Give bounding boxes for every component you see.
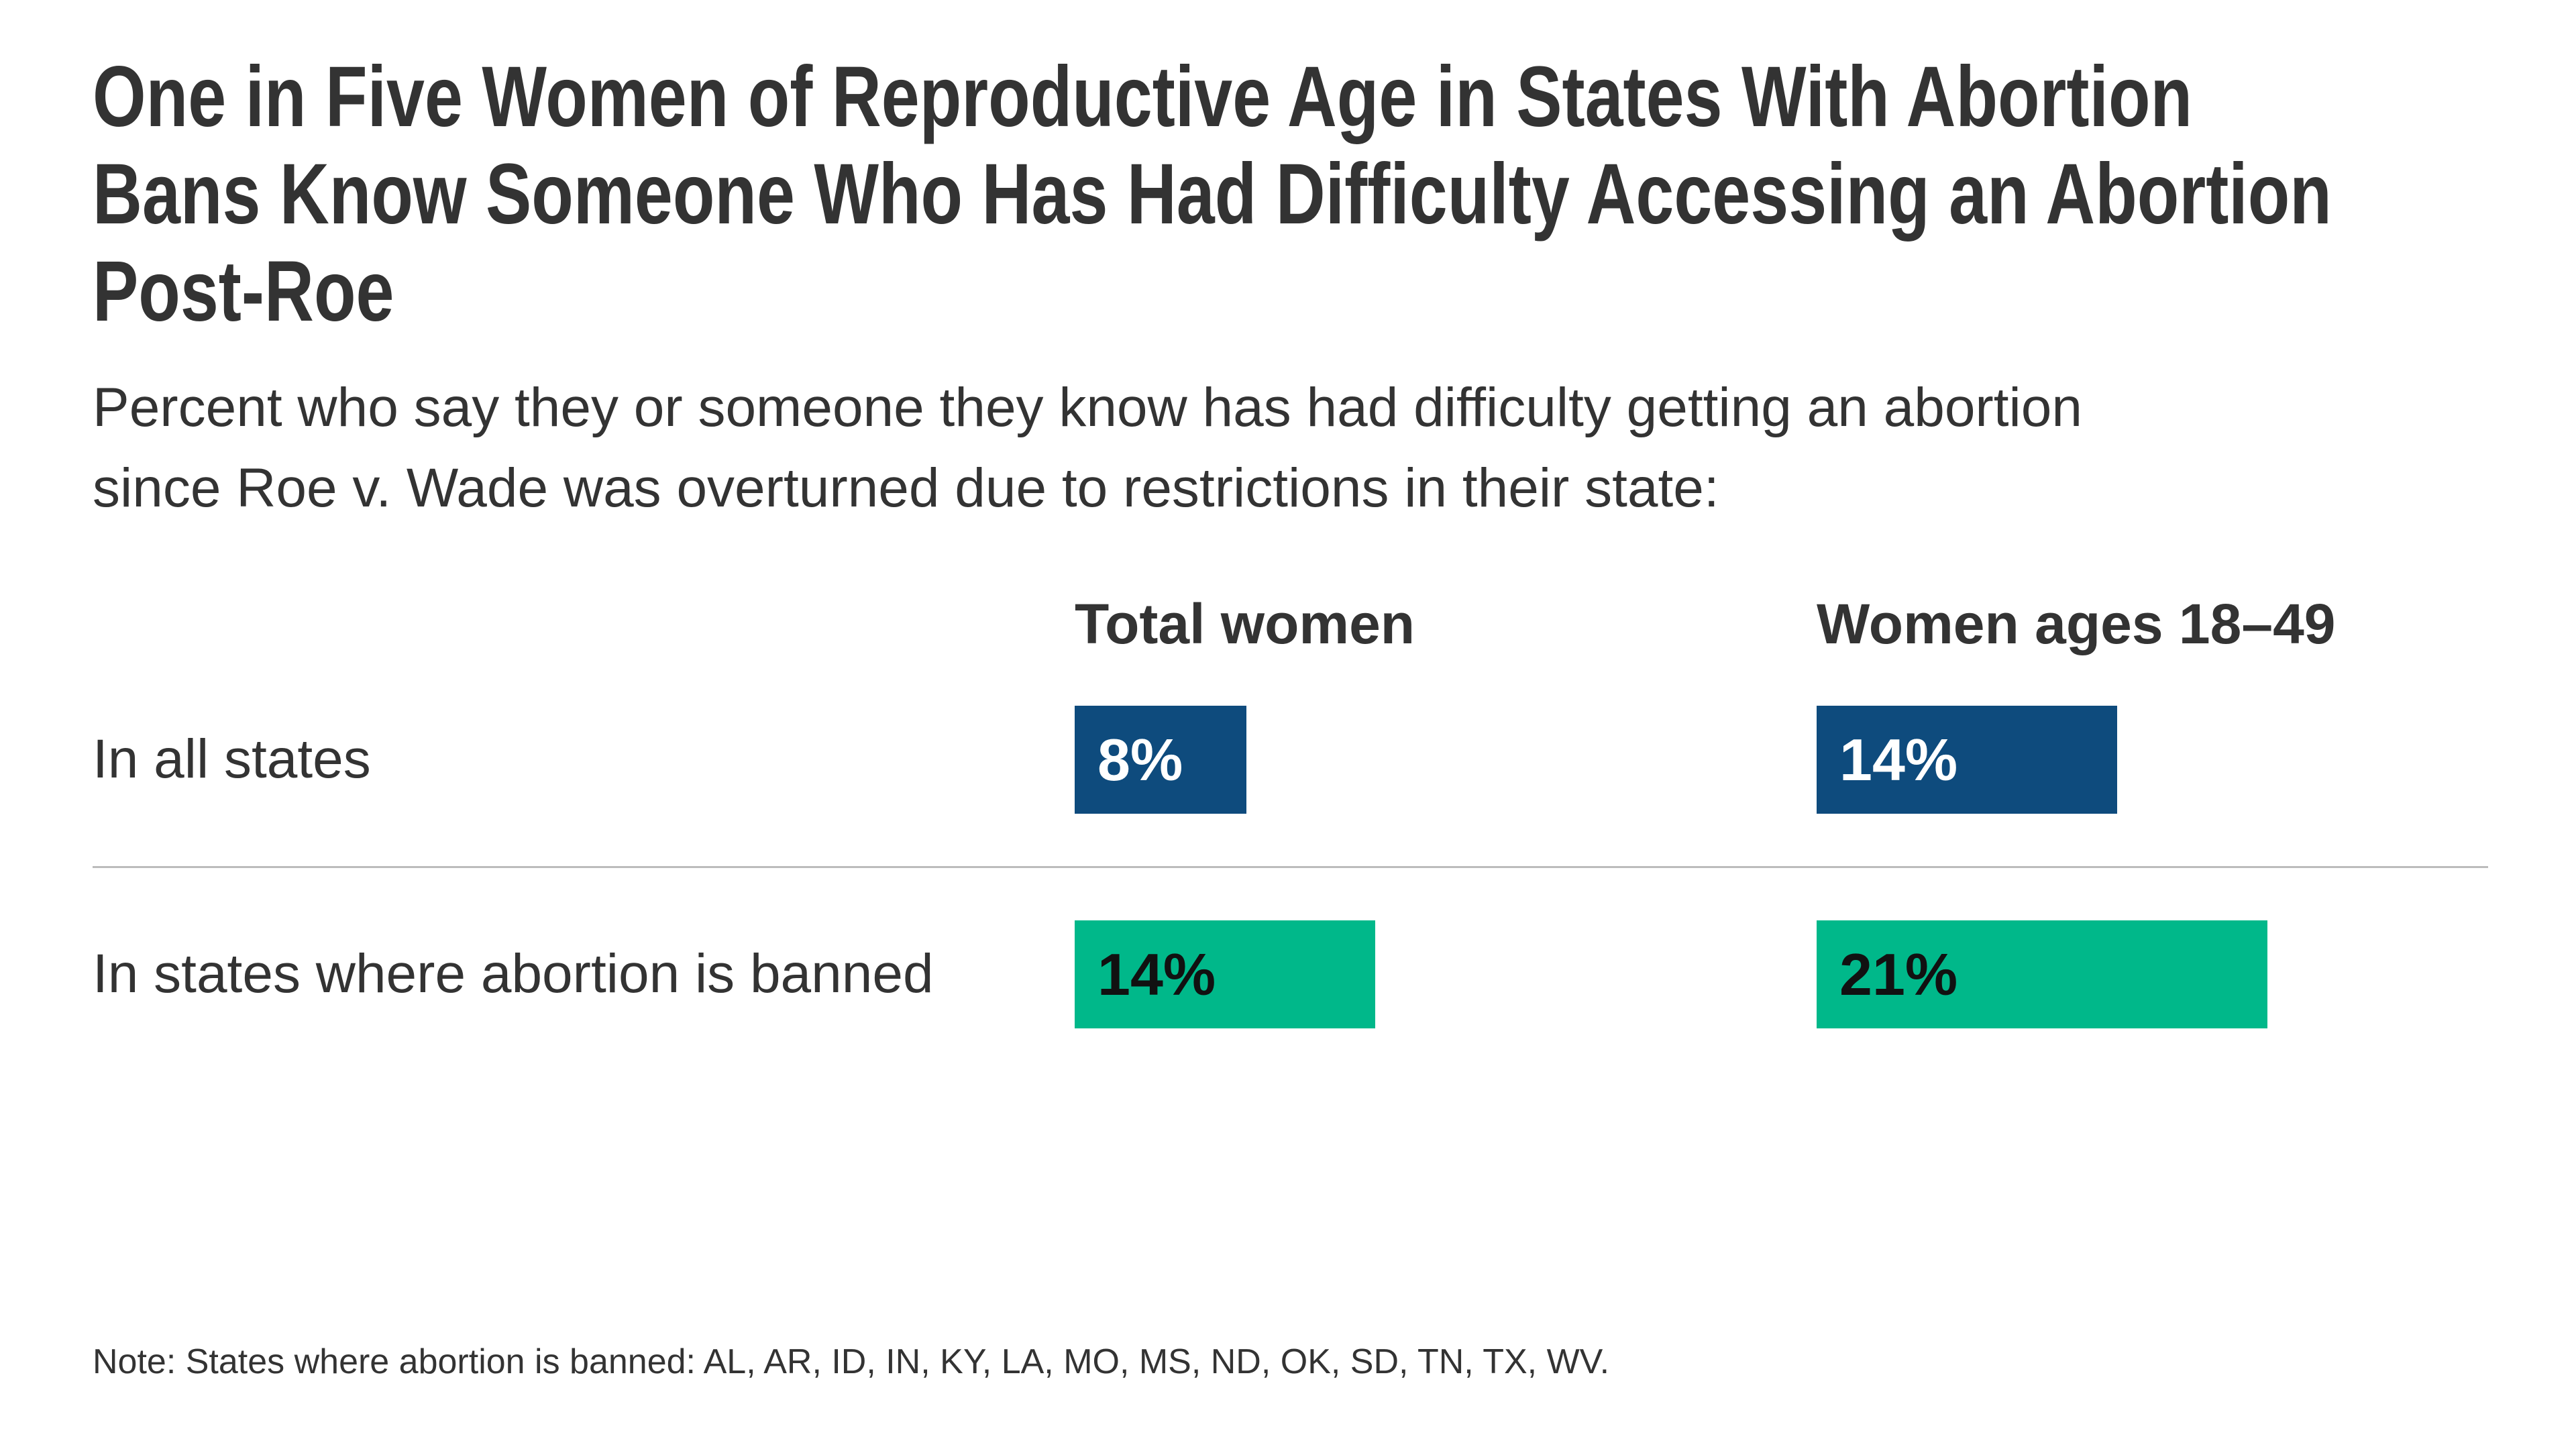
chart-title-line-2: Bans Know Someone Who Has Had Difficulty…: [93, 146, 2332, 242]
column-header-women-ages-18-49: Women ages 18–49: [1817, 592, 2336, 655]
chart-subtitle-line-1: Percent who say they or someone they kno…: [93, 377, 2082, 438]
bar-value-label: 14%: [1097, 941, 1216, 1008]
bar-all-states-total-women: 8%: [1075, 706, 1246, 814]
bar-value-label: 21%: [1839, 941, 1958, 1008]
chart-title-line-1: One in Five Women of Reproductive Age in…: [93, 49, 2193, 145]
chart-subtitle-line-2: since Roe v. Wade was overturned due to …: [93, 458, 1719, 519]
bar-value-label: 8%: [1097, 726, 1183, 793]
bar-banned-states-women-ages-18-49: 21%: [1817, 920, 2267, 1028]
chart-subtitle: Percent who say they or someone they kno…: [93, 368, 2082, 529]
bar-value-label: 14%: [1839, 726, 1958, 793]
row-label-in-all-states: In all states: [93, 729, 371, 790]
bar-banned-states-total-women: 14%: [1075, 920, 1375, 1028]
chart-title: One in Five Women of Reproductive Age in…: [93, 48, 2332, 340]
chart-title-line-3: Post-Roe: [93, 244, 394, 339]
bar-all-states-women-ages-18-49: 14%: [1817, 706, 2117, 814]
chart-note: Note: States where abortion is banned: A…: [93, 1342, 1610, 1381]
row-label-in-states-where-abortion-is-banned: In states where abortion is banned: [93, 943, 934, 1004]
column-header-total-women: Total women: [1075, 592, 1415, 655]
row-divider-line: [93, 866, 2488, 868]
